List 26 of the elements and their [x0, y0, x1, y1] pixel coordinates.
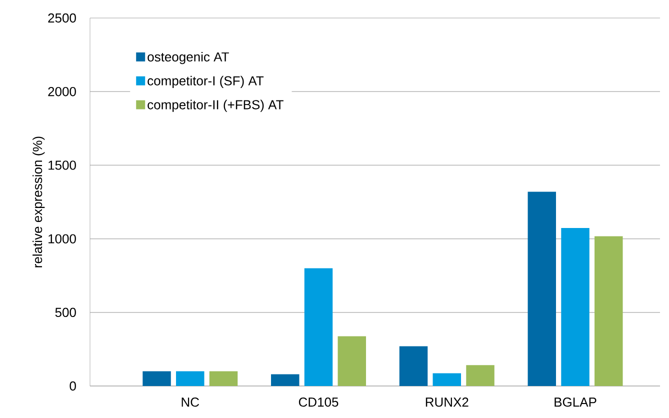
bar: [271, 374, 300, 386]
bar: [399, 346, 428, 386]
bar: [594, 236, 623, 386]
bar: [561, 228, 590, 386]
x-tick-label: RUNX2: [426, 398, 468, 407]
bar: [304, 268, 333, 386]
bar: [176, 371, 204, 386]
bar: [528, 192, 556, 386]
x-tick-label: CD105: [298, 398, 338, 407]
bar: [209, 371, 238, 386]
y-tick-label: 500: [55, 308, 76, 317]
y-tick-label: 2500: [48, 13, 76, 23]
y-tick-label: 1000: [48, 234, 76, 244]
x-tick-label: BGLAP: [554, 398, 596, 407]
bar: [338, 336, 366, 386]
bar: [432, 373, 462, 386]
y-tick-label: 0: [70, 381, 76, 391]
bar: [142, 371, 171, 386]
bar: [466, 365, 494, 386]
x-tick-label: NC: [182, 398, 200, 407]
legend-label: competitor-I (SF) AT: [148, 76, 264, 88]
y-axis-title: relative expression (%): [32, 136, 45, 268]
y-tick-label: 2000: [48, 86, 76, 96]
y-tick-label: 1500: [48, 160, 76, 170]
legend-label: osteogenic AT: [148, 52, 229, 64]
legend-label: competitor-II (+FBS) AT: [148, 100, 284, 112]
